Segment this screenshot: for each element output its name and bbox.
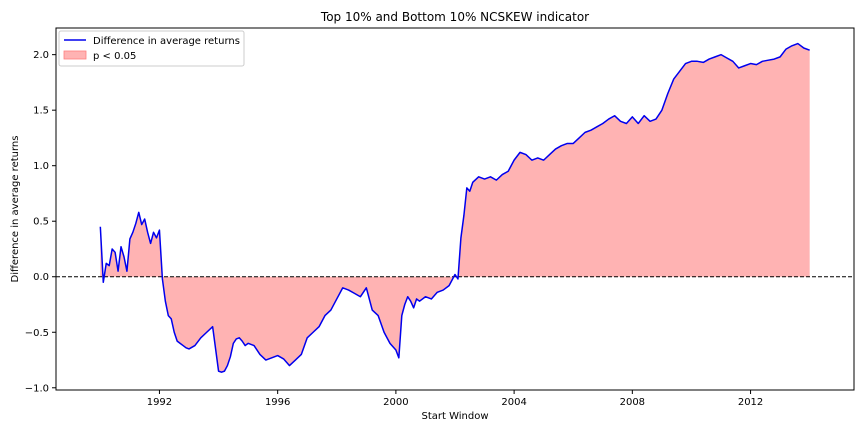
- x-tick-label: 1996: [265, 397, 290, 408]
- plot-area: [55, 27, 855, 391]
- significance-area-layer: [100, 43, 810, 373]
- legend-entry-line: Difference in average returns: [93, 36, 240, 47]
- y-tick-label: 0.0: [33, 272, 49, 283]
- legend-entry-area: p < 0.05: [93, 51, 136, 62]
- significance-area: [100, 43, 810, 373]
- series-line-difference: [99, 42, 810, 373]
- x-axis-label: Start Window: [421, 411, 488, 422]
- legend-box: [58, 30, 245, 67]
- plot-frame: [55, 27, 855, 391]
- y-tick-label: 2.0: [33, 50, 49, 61]
- x-tick-label: 2012: [738, 397, 763, 408]
- legend: Difference in average returns p < 0.05: [58, 30, 245, 67]
- y-axis: −1.0 −0.5 0.0 0.5 1.0 1.5 2.0: [25, 50, 56, 394]
- legend-area-swatch: [63, 50, 87, 60]
- x-tick-label: 1992: [147, 397, 172, 408]
- y-tick-label: 1.0: [33, 161, 49, 172]
- y-tick-label: −0.5: [25, 328, 49, 339]
- y-tick-label: 0.5: [33, 217, 49, 228]
- x-tick-label: 2004: [501, 397, 526, 408]
- y-tick-label: 1.5: [33, 106, 49, 117]
- y-axis-label: Difference in average returns: [10, 136, 21, 283]
- y-tick-label: −1.0: [25, 383, 49, 394]
- chart-title: Top 10% and Bottom 10% NCSKEW indicator: [320, 10, 589, 24]
- series-line-layer: [99, 42, 810, 373]
- x-axis: 1992 1996 2000 2004 2008 2012: [147, 390, 763, 408]
- x-tick-label: 2000: [383, 397, 408, 408]
- x-tick-label: 2008: [620, 397, 645, 408]
